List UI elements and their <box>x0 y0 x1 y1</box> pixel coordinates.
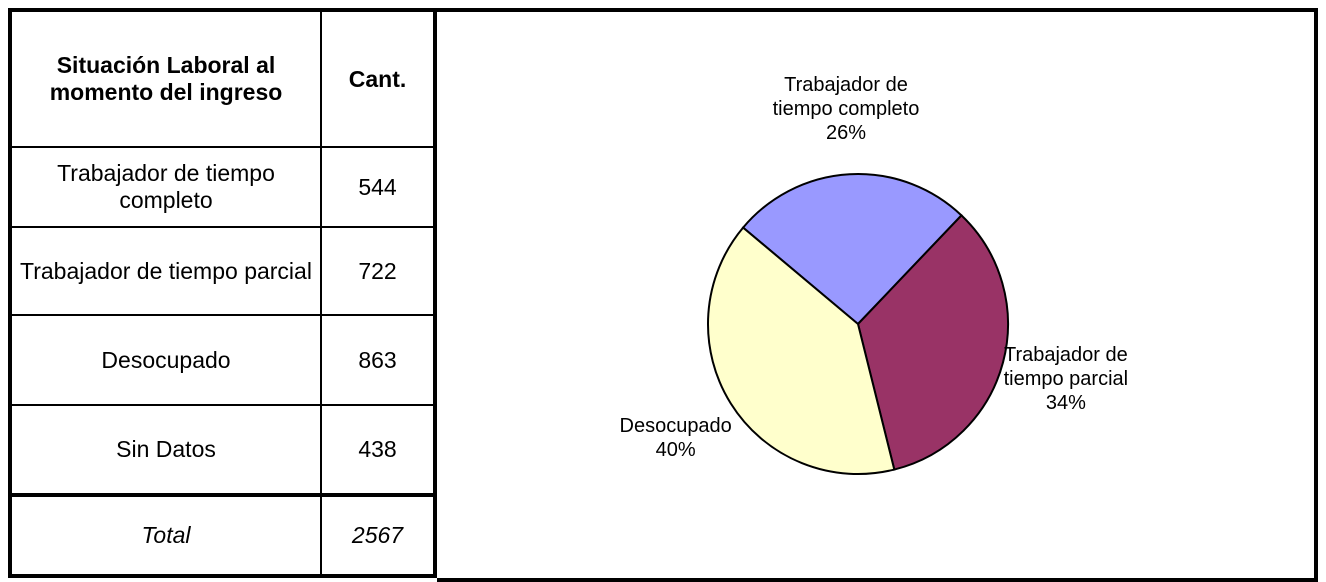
row: Sin Datos 438 <box>9 404 436 496</box>
pie-svg <box>707 173 1009 475</box>
pie-slice <box>741 173 963 326</box>
data-table: Situación Laboral al momento del ingreso… <box>8 8 437 578</box>
slice-percent: 40% <box>655 438 696 461</box>
cell: 2567 <box>320 493 436 577</box>
cell: Trabajador de tiempo parcial <box>9 226 322 316</box>
row: Trabajador de tiempo parcial 722 <box>9 226 436 316</box>
slice-category: Desocupado <box>619 414 732 437</box>
header-cell: Situación Laboral al momento del ingreso <box>9 9 322 148</box>
cell: Sin Datos <box>9 404 322 496</box>
cell: 544 <box>320 146 436 228</box>
cell: Total <box>9 493 322 577</box>
cell: Desocupado <box>9 314 322 406</box>
slice-label: Trabajador de tiempo parcial 34% <box>991 343 1141 415</box>
chart: Trabajador de tiempo completo 26% Trabajad… <box>437 8 1318 582</box>
slice-category: Trabajador de tiempo parcial <box>1003 343 1129 390</box>
row: Desocupado 863 <box>9 314 436 406</box>
slice-percent: 34% <box>1045 391 1086 414</box>
header-row: Situación Laboral al momento del ingreso… <box>9 9 436 148</box>
slice-label: Desocupado 40% <box>601 414 751 462</box>
cell: 722 <box>320 226 436 316</box>
slice-percent: 26% <box>825 122 866 145</box>
cell: 438 <box>320 404 436 496</box>
pie-slice <box>856 213 1009 471</box>
cell: 863 <box>320 314 436 406</box>
total-row: Total 2567 <box>9 493 436 577</box>
row: Trabajador de tiempo completo 544 <box>9 146 436 228</box>
header-cell: Cant. <box>320 9 436 148</box>
cell: Trabajador de tiempo completo <box>9 146 322 228</box>
slice-category: Trabajador de tiempo completo <box>772 74 920 121</box>
pie-slice <box>707 226 896 475</box>
slice-label: Trabajador de tiempo completo 26% <box>771 73 921 145</box>
